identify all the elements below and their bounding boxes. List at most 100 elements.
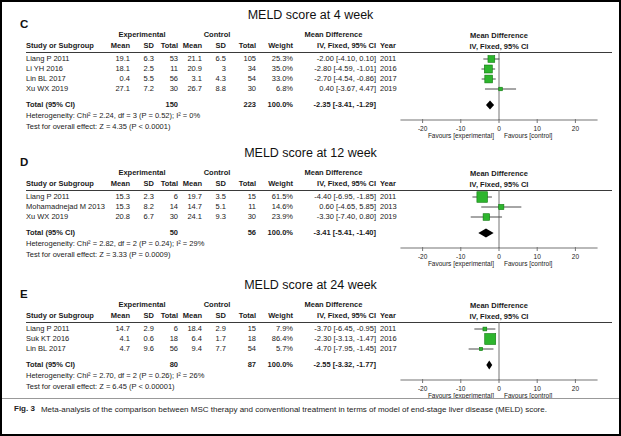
cell-exp_sd: 9.6	[130, 344, 154, 354]
cell-ctl_sd: 8.8	[202, 84, 226, 94]
cell-exp_total: 30	[154, 84, 178, 94]
cell-exp_sd: 6.3	[130, 54, 154, 64]
cell-study: Lin BL 2017	[26, 344, 106, 354]
cell-ctl_mean: 26.7	[178, 84, 202, 94]
figure-caption: Fig. 3 Meta-analysis of the comparison b…	[2, 398, 619, 416]
caption-text: Meta-analysis of the comparison between …	[41, 404, 547, 416]
cell-exp_mean: 18.1	[106, 64, 130, 74]
cell-exp_total: Total	[154, 41, 178, 51]
total-diamond	[486, 361, 492, 370]
cell-ci_text: -2.80 [-4.59, -1.01]	[293, 64, 376, 74]
cell-exp_sd: 6.7	[130, 212, 154, 222]
group-control: Control	[178, 300, 256, 310]
cell-weight: 61.5%	[256, 192, 293, 202]
plot-header-ci: IV, Fixed, 95% CI	[470, 180, 529, 189]
cell-study: Study or Subgroup	[26, 41, 106, 51]
cell-weight: 86.4%	[256, 334, 293, 344]
cell-exp_sd: 2.9	[130, 324, 154, 334]
effect-square	[499, 87, 503, 91]
cell-exp_total: 56	[154, 74, 178, 84]
cell-study: Liang P 2011	[26, 192, 106, 202]
cell-exp_total: 150	[154, 100, 178, 110]
group-experimental: Experimental	[106, 168, 178, 178]
cell-ci_text: -4.70 [-7.95, -1.45]	[293, 344, 376, 354]
cell-study: Li YH 2016	[26, 64, 106, 74]
plot-header-ci: IV, Fixed, 95% CI	[470, 312, 529, 321]
cell-exp_mean: 27.1	[106, 84, 130, 94]
cell-ci_text: 0.40 [-3.67, 4.47]	[293, 84, 376, 94]
cell-ctl_total: 54	[226, 344, 256, 354]
cell-exp_sd: 0.6	[130, 334, 154, 344]
cell-study: Xu WX 2019	[26, 212, 106, 222]
caption-label: Fig. 3	[14, 404, 35, 413]
cell-exp_mean: 4.1	[106, 334, 130, 344]
favours-left-label: Favours [experimental]	[428, 260, 494, 268]
axis-tick-label: 10	[534, 125, 542, 132]
cell-exp_total: 11	[154, 64, 178, 74]
overall-effect-text: Test for overall effect: Z = 3.33 (P = 0…	[26, 250, 170, 260]
axis-tick-label: -10	[456, 125, 466, 132]
cell-exp_total: 18	[154, 334, 178, 344]
cell-exp_total: Total	[154, 311, 178, 321]
effect-square	[484, 65, 492, 73]
cell-ctl_sd: 9.3	[202, 212, 226, 222]
cell-weight: 100.0%	[256, 100, 293, 110]
overall-effect-text: Test for overall effect: Z = 6.45 (P < 0…	[26, 382, 175, 392]
axis-tick-label: 20	[572, 125, 580, 132]
cell-ctl_mean: Mean	[178, 41, 202, 51]
cell-exp_total: 30	[154, 212, 178, 222]
cell-weight: 35.0%	[256, 64, 293, 74]
cell-ctl_mean: 19.7	[178, 192, 202, 202]
cell-study: Mohamadnejad M 2013	[26, 202, 106, 212]
cell-study: Suk KT 2016	[26, 334, 106, 344]
group-experimental: Experimental	[106, 30, 178, 40]
plot-header-mean-difference: Mean Difference	[470, 169, 528, 178]
cell-ctl_sd: 3	[202, 64, 226, 74]
cell-weight: 23.9%	[256, 212, 293, 222]
cell-ctl_total: 54	[226, 74, 256, 84]
cell-study: Total (95% CI)	[26, 228, 106, 238]
cell-ctl_sd: 4.3	[202, 74, 226, 84]
cell-ci_text: -2.35 [-3.41, -1.29]	[293, 100, 376, 110]
cell-ctl_mean: 3.1	[178, 74, 202, 84]
axis-tick-label: 10	[534, 253, 542, 260]
cell-exp_sd: SD	[130, 179, 154, 189]
cell-ci_text: 0.60 [-4.65, 5.85]	[293, 202, 376, 212]
cell-exp_total: 80	[154, 360, 178, 370]
forest-panel-E: MELD score at 24 weekEExperimentalContro…	[2, 276, 619, 402]
cell-ctl_mean: 6.4	[178, 334, 202, 344]
cell-ci_text: -2.00 [-4.10, 0.10]	[293, 54, 376, 64]
axis-tick-label: -10	[456, 253, 466, 260]
cell-exp_total: 6	[154, 192, 178, 202]
cell-ci_text: -4.40 [-6.95, -1.85]	[293, 192, 376, 202]
forest-plot-svg: Mean DifferenceIV, Fixed, 95% CI-20-1001…	[388, 144, 618, 270]
forest-plot-svg: Mean DifferenceIV, Fixed, 95% CI-20-1001…	[388, 6, 618, 142]
group-mean-difference: Mean Difference	[291, 300, 376, 310]
cell-ctl_total: 15	[226, 192, 256, 202]
effect-square	[485, 334, 496, 345]
plot-header-mean-difference: Mean Difference	[470, 301, 528, 310]
cell-ci_text: IV, Fixed, 95% CI	[293, 41, 376, 51]
panel-label: D	[20, 156, 28, 168]
cell-weight: 100.0%	[256, 228, 293, 238]
cell-ci_text: IV, Fixed, 95% CI	[293, 179, 376, 189]
axis-tick-label: -20	[418, 125, 428, 132]
cell-exp_total: 14	[154, 202, 178, 212]
plot-header-mean-difference: Mean Difference	[470, 31, 528, 40]
axis-tick-label: -20	[418, 385, 428, 392]
forest-panel-C: MELD score at 4 weekCExperimentalControl…	[2, 6, 619, 142]
favours-right-label: Favours [control]	[504, 132, 553, 140]
cell-ctl_total: 18	[226, 334, 256, 344]
cell-ctl_total: 11	[226, 202, 256, 212]
heterogeneity-text: Heterogeneity: Chi² = 2.82, df = 2 (P = …	[26, 239, 204, 249]
axis-tick-label: 10	[534, 385, 542, 392]
cell-study: Study or Subgroup	[26, 179, 106, 189]
cell-exp_mean: 0.4	[106, 74, 130, 84]
cell-ctl_total: 56	[226, 228, 256, 238]
cell-ctl_total: Total	[226, 41, 256, 51]
cell-ctl_mean: 9.4	[178, 344, 202, 354]
effect-square	[499, 204, 504, 209]
cell-weight: Weight	[256, 41, 293, 51]
cell-ci_text: -2.70 [-4.54, -0.86]	[293, 74, 376, 84]
cell-ctl_sd: 3.5	[202, 192, 226, 202]
